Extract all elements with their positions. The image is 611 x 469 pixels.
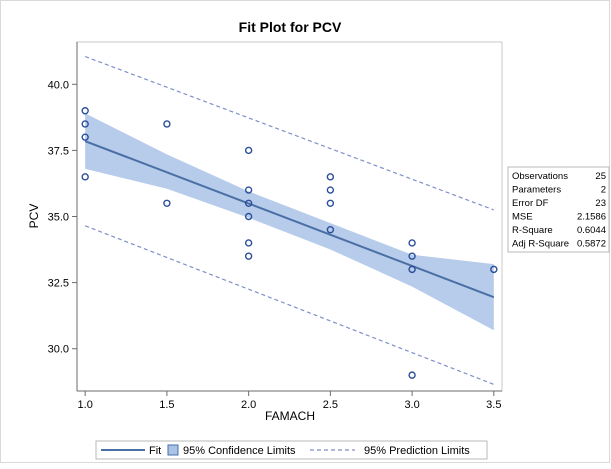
fit-line — [84, 140, 495, 299]
stats-row-label: R-Square — [512, 225, 553, 236]
data-point — [244, 239, 253, 247]
x-axis-label: FAMACH — [265, 409, 315, 423]
data-point — [244, 252, 253, 260]
data-point — [244, 212, 253, 221]
stats-row-label: MSE — [512, 212, 533, 223]
stats-row-value: 2.1586 — [577, 212, 606, 223]
data-point — [81, 173, 89, 181]
stats-row-value: 0.5872 — [577, 239, 606, 250]
legend: Fit 95% Confidence Limits 95% Prediction… — [95, 440, 488, 460]
y-tick-label: 40.0 — [48, 79, 69, 91]
stats-row-value: 0.6044 — [577, 225, 606, 236]
data-point — [163, 199, 171, 207]
y-tick-label: 37.5 — [48, 145, 69, 157]
y-tick-label: 35.0 — [48, 212, 69, 224]
stats-row-label: Error DF — [512, 198, 549, 209]
data-point — [163, 120, 171, 128]
legend-border — [95, 440, 488, 460]
data-point — [408, 252, 416, 260]
x-tick-label: 1.5 — [159, 399, 174, 411]
prediction-limit-lower — [84, 225, 495, 385]
stats-row-value: 23 — [595, 198, 606, 209]
stats-table-border — [507, 166, 610, 253]
data-point — [408, 239, 416, 247]
y-axis-label: PCV — [27, 204, 41, 229]
data-point — [81, 133, 89, 141]
x-axis: 1.0 1.5 2.0 2.5 3.0 3.5 — [77, 390, 502, 411]
chart-title: Fit Plot for PCV — [239, 19, 342, 35]
data-point — [326, 226, 335, 234]
data-point — [244, 199, 253, 207]
legend-confidence-swatch — [167, 444, 179, 456]
y-tick-label: 30.0 — [48, 344, 69, 356]
data-point — [326, 173, 335, 181]
x-tick-label: 2.5 — [323, 399, 338, 411]
legend-prediction-label: 95% Prediction Limits — [364, 445, 470, 457]
x-tick-label: 2.0 — [241, 399, 256, 411]
data-point — [326, 199, 335, 207]
prediction-limit-upper — [84, 55, 495, 211]
stats-row-value: 2 — [601, 185, 606, 196]
stats-row-label: Adj R-Square — [512, 239, 569, 250]
prediction-limits-layer — [84, 55, 495, 385]
data-point — [244, 186, 253, 194]
stats-row-label: Parameters — [512, 185, 561, 196]
data-point — [244, 146, 253, 155]
data-point — [408, 371, 416, 379]
confidence-band-layer — [85, 113, 494, 331]
x-tick-label: 1.0 — [78, 399, 93, 411]
data-point — [81, 120, 89, 128]
fit-statistics-table: Observations 25 Parameters 2 Error DF 23 MSE 2.… — [507, 166, 610, 253]
observation-points-layer — [81, 107, 498, 379]
legend-confidence-label: 95% Confidence Limits — [183, 445, 296, 457]
data-point — [81, 107, 89, 115]
fit-line-layer — [84, 140, 495, 299]
data-point — [490, 265, 498, 274]
x-tick-label: 3.0 — [404, 399, 419, 411]
data-point — [326, 186, 335, 194]
stats-row-value: 25 — [595, 171, 606, 182]
stats-row-label: Observations — [512, 171, 568, 182]
x-tick-label: 3.5 — [486, 399, 501, 411]
data-point — [408, 265, 416, 274]
legend-fit-label: Fit — [149, 445, 161, 457]
y-tick-label: 32.5 — [48, 278, 69, 290]
y-axis: 30.0 32.5 35.0 37.5 40.0 — [48, 42, 78, 391]
confidence-band — [85, 113, 494, 331]
